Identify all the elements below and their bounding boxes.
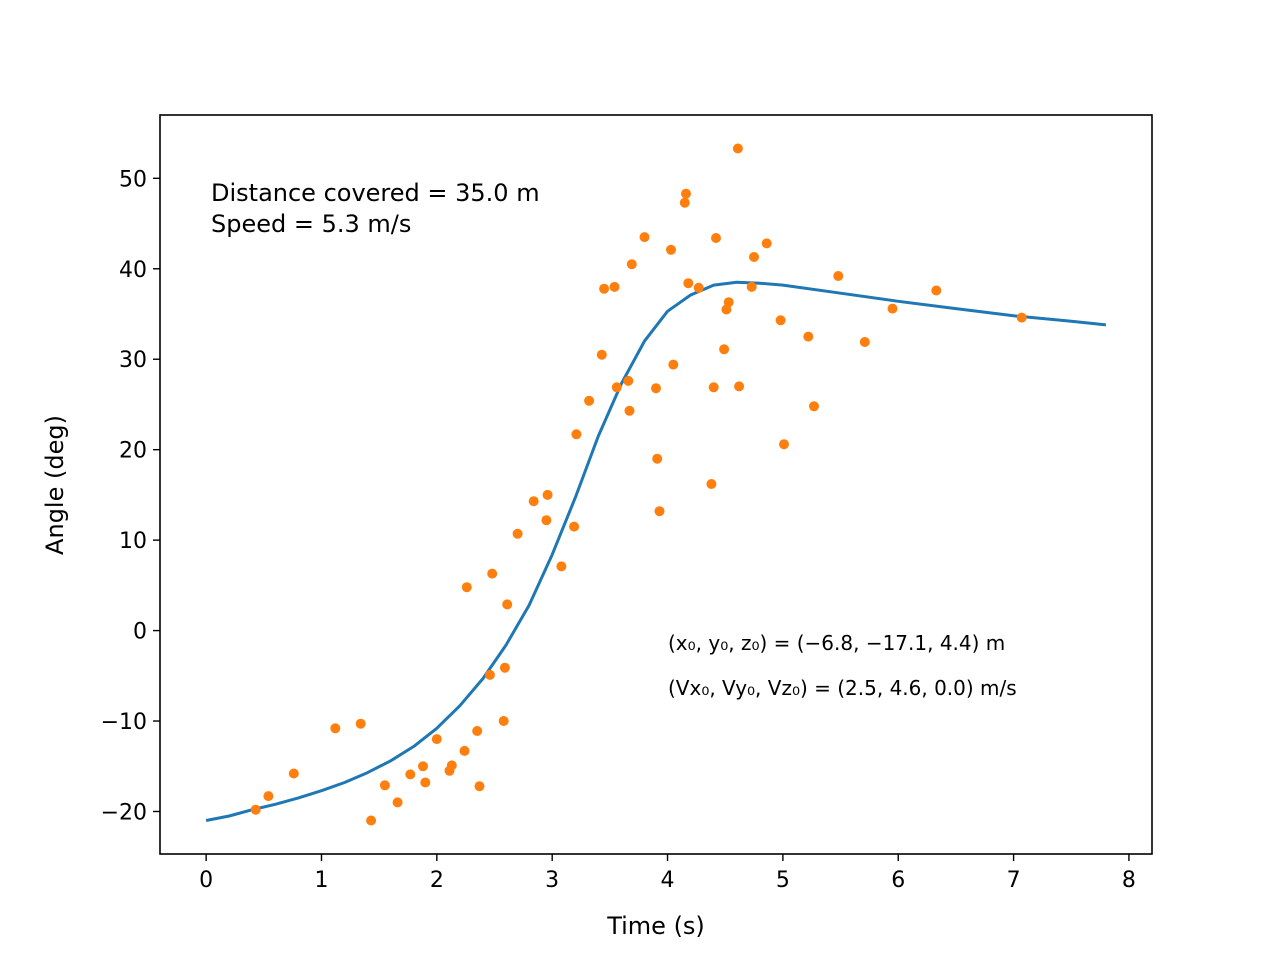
measured-point	[542, 489, 553, 500]
measured-point	[711, 233, 721, 243]
measured-point	[250, 804, 261, 815]
measured-point	[803, 331, 814, 342]
measured-point	[431, 734, 442, 745]
measured-point	[571, 429, 582, 440]
measured-point	[626, 259, 637, 270]
y-tick-label: 40	[119, 258, 147, 283]
measured-point	[749, 252, 759, 262]
measured-point	[732, 143, 743, 154]
y-tick-label: 10	[119, 529, 147, 554]
distance-annotation: Distance covered = 35.0 m	[211, 179, 540, 207]
measured-point	[639, 232, 650, 243]
measured-point	[405, 769, 416, 780]
measured-point	[761, 238, 772, 249]
measured-point	[498, 716, 509, 726]
y-axis-label: Angle (deg)	[41, 415, 69, 555]
measured-point	[472, 726, 483, 736]
plot-area	[160, 115, 1152, 854]
x-tick-label: 6	[891, 868, 905, 893]
measured-point	[263, 791, 274, 802]
measured-point	[379, 780, 390, 791]
measured-point	[355, 718, 366, 729]
measured-point	[719, 344, 730, 355]
measured-point	[541, 515, 552, 526]
measured-point	[833, 271, 844, 281]
measured-point	[528, 496, 539, 507]
initial-velocity-annotation: (Vx₀, Vy₀, Vz₀) = (2.5, 4.6, 0.0) m/s	[668, 676, 1017, 700]
measured-point	[556, 561, 567, 572]
x-tick-label: 5	[776, 868, 790, 893]
y-tick-label: 20	[119, 439, 147, 464]
y-tick-label: 30	[119, 348, 147, 373]
measured-point	[693, 282, 704, 293]
measured-point	[668, 359, 679, 370]
measured-point	[706, 479, 717, 489]
axes-frame	[159, 114, 1153, 855]
measured-point	[681, 188, 691, 199]
measured-point	[679, 197, 690, 208]
measured-point	[775, 315, 786, 326]
measured-point	[652, 453, 663, 464]
measured-point	[723, 297, 734, 308]
measured-point	[288, 768, 299, 779]
y-tick-label: −10	[101, 710, 147, 735]
measured-point	[746, 281, 757, 292]
measured-point	[859, 337, 870, 347]
measured-point	[487, 568, 498, 579]
x-tick-label: 1	[314, 868, 328, 893]
y-tick-label: −20	[101, 800, 147, 825]
measured-point	[459, 745, 470, 756]
x-tick-label: 7	[1007, 868, 1021, 893]
measured-point	[931, 285, 942, 296]
x-tick-label: 0	[199, 868, 213, 893]
measured-point	[474, 781, 485, 792]
y-tick-label: 0	[133, 620, 147, 645]
measured-point	[484, 669, 495, 680]
measured-point	[512, 528, 523, 539]
measured-point	[651, 383, 661, 394]
measured-point	[461, 582, 472, 593]
x-tick-label: 2	[430, 868, 444, 893]
measured-point	[599, 283, 610, 294]
measured-point	[666, 244, 676, 255]
initial-position-annotation: (x₀, y₀, z₀) = (−6.8, −17.1, 4.4) m	[668, 631, 1005, 655]
series-layer	[205, 143, 1107, 826]
measured-point	[502, 599, 513, 610]
measured-point	[446, 760, 457, 771]
y-tick-label: 50	[119, 167, 147, 192]
measured-point	[887, 303, 898, 314]
measured-point	[596, 349, 607, 360]
measured-point	[779, 439, 789, 450]
measured-point	[654, 506, 665, 517]
measured-point	[392, 797, 403, 808]
x-axis-label: Time (s)	[606, 912, 705, 940]
measured-point	[683, 278, 694, 289]
measured-point	[330, 723, 341, 734]
speed-annotation: Speed = 5.3 m/s	[211, 210, 411, 238]
measured-point	[809, 401, 819, 412]
ticks-layer: 0 1 2 3 4 5 6 7 8 −20 −10 0 10 20 30 40 50	[101, 167, 1136, 893]
measured-point	[611, 382, 622, 393]
measured-point	[708, 382, 719, 393]
measured-point	[499, 662, 510, 673]
measured-point	[420, 777, 431, 788]
measured-point	[734, 381, 745, 392]
model-curve-line	[205, 280, 1107, 822]
measured-point	[623, 375, 634, 386]
x-tick-label: 4	[661, 868, 675, 893]
x-tick-label: 8	[1122, 868, 1136, 893]
measured-point	[569, 521, 580, 532]
measured-point	[366, 815, 377, 826]
measured-point	[584, 395, 595, 406]
measured-point	[1016, 312, 1027, 323]
measured-point	[609, 281, 620, 292]
measured-point	[624, 405, 635, 416]
x-tick-label: 3	[545, 868, 559, 893]
measured-point	[418, 761, 428, 772]
